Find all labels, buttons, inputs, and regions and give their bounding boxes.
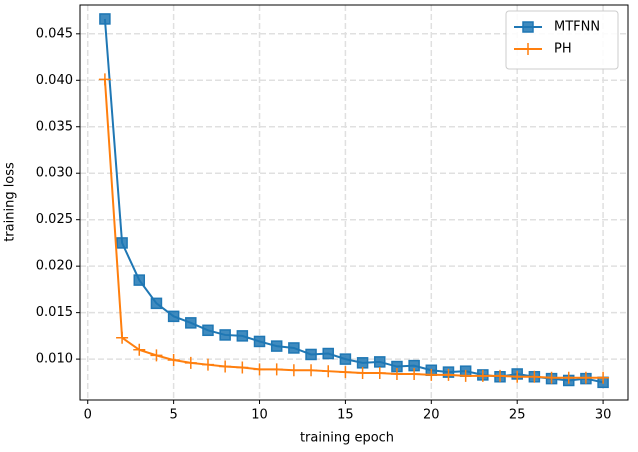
x-tick-label: 30 (595, 408, 612, 423)
marker (476, 369, 489, 382)
y-tick-label: 0.040 (36, 73, 73, 88)
marker (253, 363, 266, 376)
marker (511, 370, 524, 383)
marker (270, 363, 283, 376)
marker (373, 367, 386, 380)
y-tick-label: 0.045 (36, 26, 73, 41)
marker (150, 297, 163, 310)
y-tick-label: 0.010 (36, 352, 73, 367)
marker (288, 342, 300, 354)
marker (562, 371, 575, 384)
y-tick-label: 0.030 (36, 166, 73, 181)
marker (528, 370, 541, 383)
x-tick-label: 20 (423, 408, 440, 423)
marker (374, 356, 386, 368)
legend-label: PH (554, 42, 572, 57)
marker (270, 340, 283, 352)
marker (322, 365, 335, 378)
marker (339, 353, 352, 365)
marker (408, 367, 421, 380)
marker (425, 368, 438, 381)
marker (522, 43, 534, 55)
marker (185, 317, 197, 329)
marker (219, 360, 232, 373)
y-axis-label: training loss (3, 162, 18, 242)
marker (545, 371, 558, 384)
x-tick-label: 10 (251, 408, 268, 423)
marker (442, 368, 455, 381)
marker (116, 237, 128, 249)
marker (202, 324, 214, 337)
line (103, 79, 604, 379)
marker (201, 358, 214, 371)
marker (133, 343, 146, 356)
y-tick-label: 0.020 (36, 259, 73, 274)
marker (116, 331, 129, 344)
marker (184, 356, 197, 369)
legend-box (505, 10, 619, 70)
marker (287, 364, 300, 377)
y-tick-label: 0.015 (36, 305, 73, 320)
marker (305, 364, 318, 377)
marker (339, 366, 352, 379)
marker (99, 13, 111, 25)
marker (494, 369, 507, 382)
legend: MTFNN PH (505, 10, 619, 70)
y-tick-label: 0.035 (36, 119, 73, 134)
marker (459, 369, 472, 382)
marker (356, 367, 369, 380)
x-axis-label: training epoch (300, 431, 394, 446)
marker (150, 349, 163, 362)
marker (522, 21, 534, 33)
marker (356, 357, 369, 369)
marker (98, 73, 111, 86)
marker (305, 348, 317, 361)
x-tick-label: 25 (509, 408, 526, 423)
line (103, 18, 604, 384)
marker (322, 347, 334, 360)
marker (579, 371, 592, 384)
marker (597, 371, 610, 384)
plot-frame (79, 4, 629, 401)
x-tick-label: 0 (84, 408, 92, 423)
x-tick-label: 5 (169, 408, 177, 423)
legend-label: MTFNN (554, 20, 600, 35)
marker (167, 310, 180, 323)
marker (253, 335, 266, 348)
marker (390, 367, 403, 380)
marker (219, 329, 231, 341)
x-tick-label: 15 (337, 408, 354, 423)
marker (167, 354, 180, 367)
marker (236, 330, 249, 342)
y-tick-label: 0.025 (36, 212, 73, 227)
marker (133, 274, 146, 286)
marker (236, 361, 249, 374)
